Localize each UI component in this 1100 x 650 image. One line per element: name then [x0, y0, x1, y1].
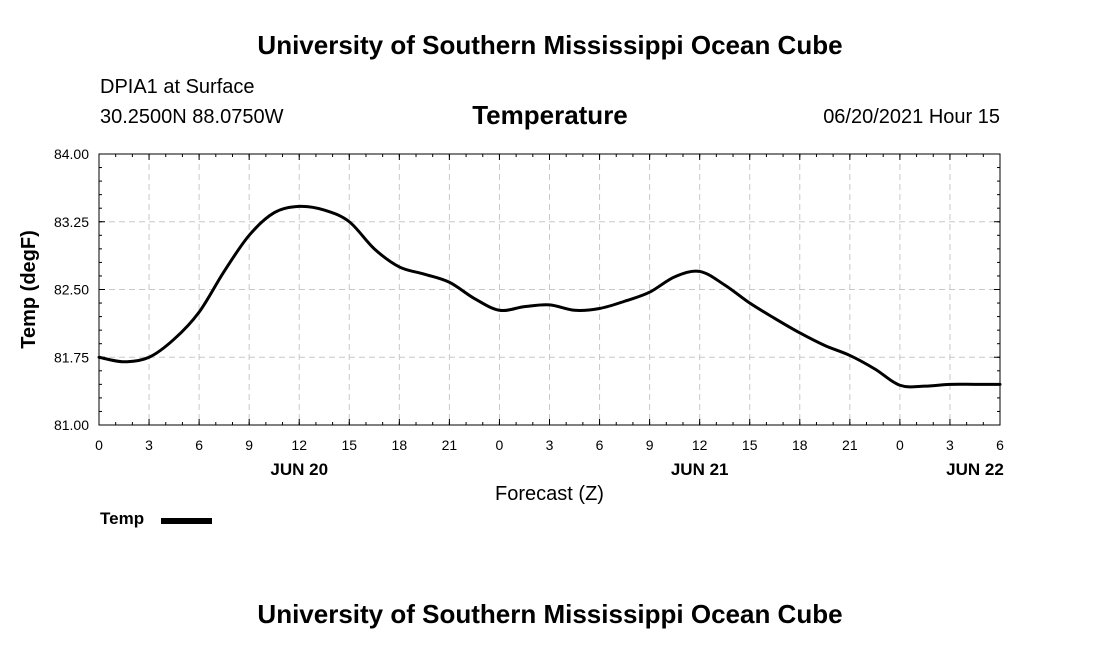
x-tick-label: 3 — [145, 437, 153, 453]
date-label: JUN 21 — [671, 460, 729, 479]
grid-lines — [99, 154, 1000, 425]
series-line-temp — [97, 204, 1002, 389]
legend-label-temp: Temp — [100, 509, 145, 528]
x-tick-label: 6 — [195, 437, 203, 453]
y-tick-labels: 81.00 81.75 82.50 83.25 84.00 — [54, 146, 89, 433]
chart-title: Temperature — [472, 100, 628, 130]
x-tick-labels: 0 3 6 9 12 15 18 21 0 3 6 9 12 15 18 21 0 3 6 — [95, 437, 1004, 453]
plot-frame — [98, 153, 1001, 426]
x-tick-label: 6 — [996, 437, 1004, 453]
x-tick-label: 21 — [842, 437, 858, 453]
x-tick-label: 21 — [442, 437, 458, 453]
x-tick-label: 15 — [341, 437, 357, 453]
x-tick-label: 6 — [596, 437, 604, 453]
x-tick-label: 0 — [95, 437, 103, 453]
x-tick-label: 12 — [692, 437, 708, 453]
legend-swatch-temp — [161, 518, 212, 524]
x-axis-title: Forecast (Z) — [495, 483, 604, 505]
date-label: JUN 20 — [270, 460, 328, 479]
y-tick-label: 83.25 — [54, 214, 89, 230]
y-axis-title: Temp (degF) — [18, 230, 40, 349]
y-tick-label: 82.50 — [54, 282, 89, 298]
x-tick-label: 18 — [792, 437, 808, 453]
x-tick-label: 0 — [896, 437, 904, 453]
date-labels: JUN 20 JUN 21 JUN 22 — [270, 460, 1003, 479]
forecast-timestamp: 06/20/2021 Hour 15 — [823, 106, 1000, 128]
x-tick-label: 12 — [291, 437, 307, 453]
y-tick-label: 81.00 — [54, 417, 89, 433]
series-layer — [97, 204, 1002, 389]
date-label: JUN 22 — [946, 460, 1004, 479]
y-tick-label: 84.00 — [54, 146, 89, 162]
x-tick-label: 18 — [392, 437, 408, 453]
x-tick-label: 9 — [245, 437, 253, 453]
coordinates-label: 30.2500N 88.0750W — [100, 106, 284, 128]
x-tick-label: 15 — [742, 437, 758, 453]
x-tick-label: 3 — [546, 437, 554, 453]
y-tick-label: 81.75 — [54, 349, 89, 365]
main-title-bottom: University of Southern Mississippi Ocean… — [257, 599, 843, 629]
x-tick-label: 3 — [946, 437, 954, 453]
station-label: DPIA1 at Surface — [100, 76, 255, 98]
main-title-top: University of Southern Mississippi Ocean… — [257, 30, 843, 60]
x-tick-label: 0 — [496, 437, 504, 453]
x-tick-label: 9 — [646, 437, 654, 453]
